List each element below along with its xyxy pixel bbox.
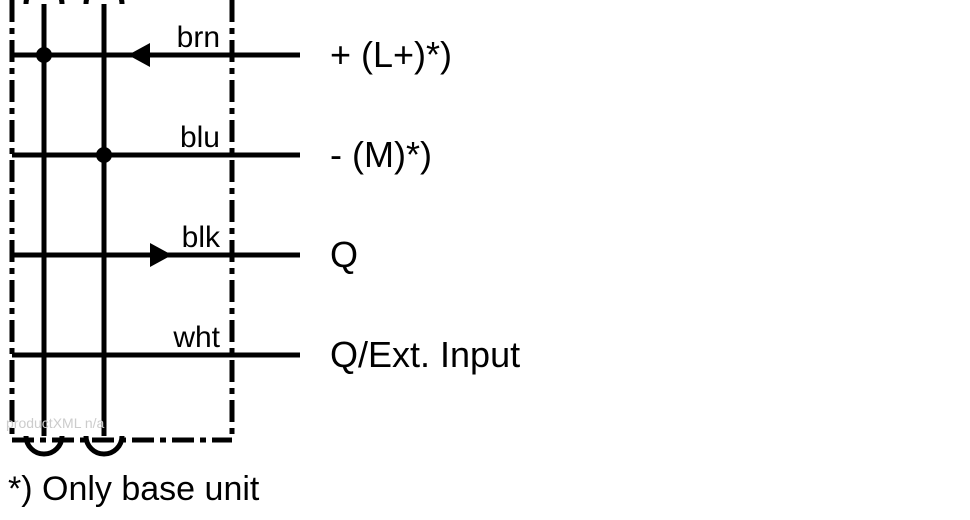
signal-label-blu: - (M)*) (330, 134, 432, 175)
junction-dot-blu (96, 147, 112, 163)
arrow-blk (150, 243, 172, 267)
wire-label-brn: brn (177, 21, 220, 54)
signal-label-wht: Q/Ext. Input (330, 334, 520, 375)
junction-dot-brn (36, 47, 52, 63)
wire-label-blu: blu (180, 121, 220, 154)
footnote-text: *) Only base unit (8, 470, 260, 508)
terminal-arc-top-2 (86, 0, 122, 4)
arrow-brn (128, 43, 150, 67)
signal-label-brn: + (L+)*) (330, 34, 452, 75)
signal-label-blk: Q (330, 234, 358, 275)
wire-label-wht: wht (172, 321, 220, 354)
wiring-diagram: brn + (L+)*) blu - (M)*) blk Qwht Q/Ext. Input… (0, 0, 970, 520)
wire-label-blk: blk (182, 221, 221, 254)
terminal-arc-top-1 (26, 0, 62, 4)
watermark-text: productXML n/a (6, 415, 105, 431)
